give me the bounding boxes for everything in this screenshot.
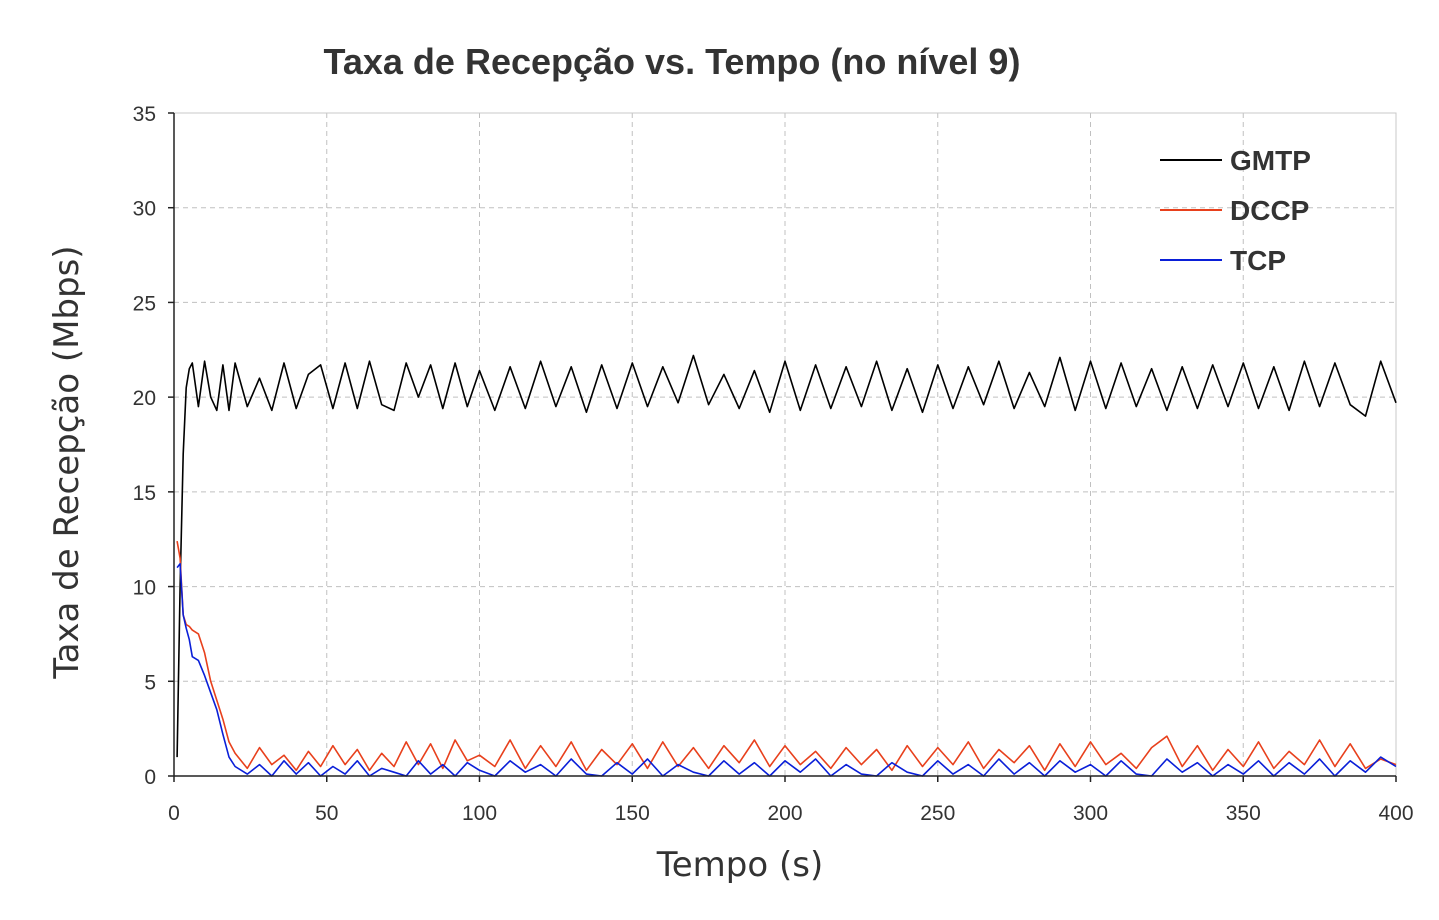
y-tick-label: 10	[133, 577, 156, 600]
legend-label-dccp: DCCP	[1230, 195, 1309, 226]
x-tick-label: 400	[1378, 802, 1413, 825]
x-tick-label: 150	[615, 802, 650, 825]
x-tick-label: 50	[315, 802, 338, 825]
x-axis-label: Tempo (s)	[656, 845, 823, 885]
chart-title: Taxa de Recepção vs. Tempo (no nível 9)	[324, 41, 1021, 82]
legend-label-tcp: TCP	[1230, 245, 1286, 276]
x-tick-labels: 0 50 100 150 200 250 300 350 400	[168, 776, 1414, 825]
series-lines	[176, 354, 1397, 777]
legend: GMTP DCCP TCP	[1160, 145, 1311, 276]
y-tick-label: 0	[144, 766, 156, 789]
x-tick-label: 300	[1073, 802, 1108, 825]
grid-lines	[174, 113, 1396, 776]
series-line-tcp	[176, 562, 1397, 777]
y-tick-label: 30	[133, 198, 156, 221]
x-tick-label: 350	[1226, 802, 1261, 825]
series-line-dccp	[176, 540, 1397, 772]
x-tick-label: 250	[920, 802, 955, 825]
y-tick-labels: 0 5 10 15 20 25 30 35	[133, 103, 174, 789]
y-tick-label: 5	[144, 671, 156, 694]
x-tick-label: 0	[168, 802, 180, 825]
x-tick-label: 200	[767, 802, 802, 825]
series-line-gmtp	[176, 354, 1397, 758]
y-tick-label: 35	[133, 103, 156, 126]
x-tick-label: 100	[462, 802, 497, 825]
y-tick-label: 25	[133, 292, 156, 315]
legend-label-gmtp: GMTP	[1230, 145, 1311, 176]
y-axis-label: Taxa de Recepção (Mbps)	[47, 245, 87, 679]
y-tick-label: 15	[133, 482, 156, 505]
y-tick-label: 20	[133, 387, 156, 410]
